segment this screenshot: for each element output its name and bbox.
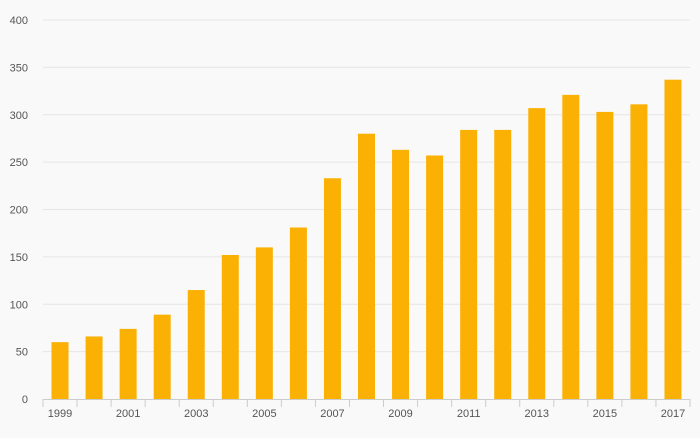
x-tick-label: 2013: [525, 408, 549, 420]
bar: [562, 94, 580, 399]
x-tick-label: 2005: [252, 408, 276, 420]
bar: [630, 104, 648, 399]
bars: [51, 79, 682, 400]
bar: [289, 227, 307, 399]
x-tick-label: 2017: [661, 408, 685, 420]
bar: [323, 178, 341, 399]
bar: [664, 79, 682, 399]
bar: [494, 129, 512, 399]
bar: [528, 108, 546, 400]
bar: [187, 290, 205, 399]
y-tick-label: 0: [22, 394, 28, 406]
bar: [221, 254, 239, 399]
y-tick-label: 250: [10, 157, 28, 169]
x-tick-label: 2015: [593, 408, 617, 420]
x-tick-label: 1999: [48, 408, 72, 420]
x-tick-label: 2011: [457, 408, 481, 420]
y-tick-label: 100: [10, 299, 28, 311]
x-axis: 1999 2001 2003 2005 2007 2009 2011 2013 2015 2017: [42, 399, 691, 420]
bar: [153, 314, 171, 399]
y-tick-label: 350: [10, 62, 28, 74]
bar: [596, 111, 614, 399]
bar: [460, 129, 478, 399]
x-tick-label: 2003: [184, 408, 208, 420]
bar: [51, 342, 69, 399]
y-tick-label: 400: [10, 15, 28, 27]
x-tick-label: 2007: [320, 408, 344, 420]
bar: [358, 133, 375, 399]
y-tick-label: 150: [10, 252, 28, 264]
bar: [255, 247, 273, 399]
y-tick-label: 300: [10, 110, 28, 122]
y-axis: 0 50 100 150 200 250 300 350 400: [10, 15, 28, 406]
bar: [85, 336, 103, 399]
x-tick-label: 2009: [388, 408, 412, 420]
x-tick-label: 2001: [116, 408, 140, 420]
bar: [392, 149, 410, 399]
y-tick-label: 50: [16, 347, 28, 359]
y-tick-label: 200: [10, 205, 28, 217]
bar: [426, 155, 444, 399]
bar: [119, 328, 137, 399]
